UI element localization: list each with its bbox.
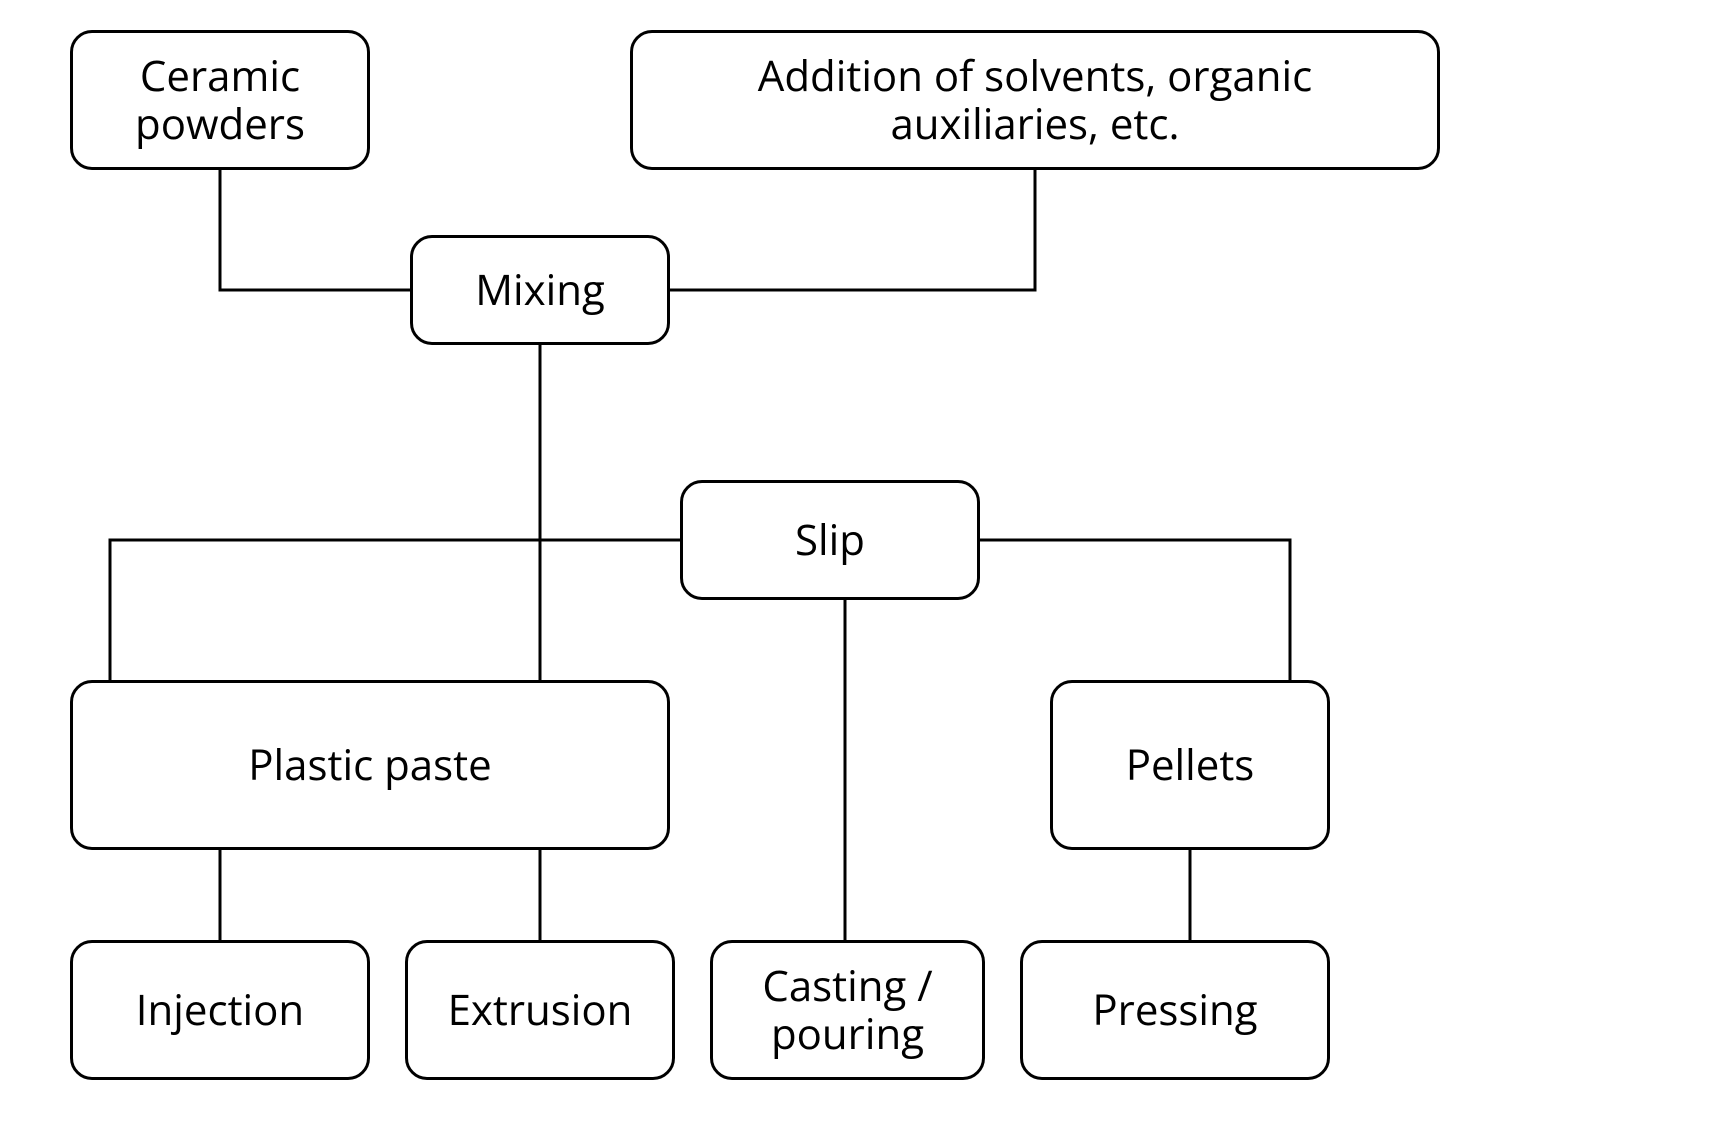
node-ceramic: Ceramic powders — [70, 30, 370, 170]
node-slip: Slip — [680, 480, 980, 600]
flowchart-canvas: Ceramic powders Addition of solvents, org… — [0, 0, 1729, 1125]
edge-ceramic-mixing — [220, 170, 410, 290]
node-casting: Casting / pouring — [710, 940, 985, 1080]
node-plastic: Plastic paste — [70, 680, 670, 850]
node-extrusion: Extrusion — [405, 940, 675, 1080]
node-pressing: Pressing — [1020, 940, 1330, 1080]
edge-slip-bus_right — [980, 540, 1290, 680]
edge-slip-bus_left — [110, 540, 680, 680]
edge-additives-mixing — [670, 170, 1035, 290]
node-injection: Injection — [70, 940, 370, 1080]
node-mixing: Mixing — [410, 235, 670, 345]
node-additives: Addition of solvents, organic auxiliarie… — [630, 30, 1440, 170]
node-pellets: Pellets — [1050, 680, 1330, 850]
